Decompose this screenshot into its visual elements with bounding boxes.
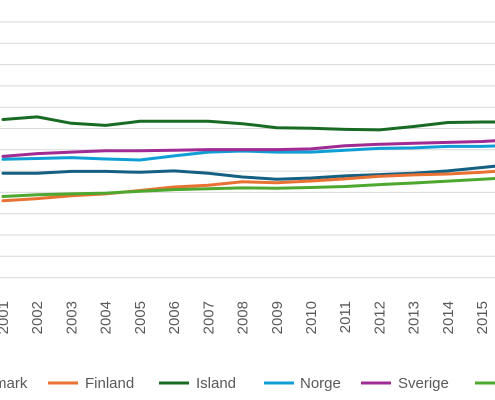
x-tick-label: 2012 (371, 301, 388, 334)
x-tick-label: 2014 (440, 301, 457, 334)
x-tick-label: 2015 (474, 301, 491, 334)
gridlines (0, 21, 495, 279)
series-lines (1, 115, 495, 203)
x-tick-label: 2005 (132, 301, 149, 334)
series-line-norge (1, 144, 495, 162)
series-line-danmark (1, 164, 495, 181)
x-tick-label: 2002 (29, 301, 46, 334)
legend-label: Norge (300, 375, 341, 392)
x-tick-label: 2008 (235, 301, 252, 334)
series-line-sverige (1, 139, 495, 158)
legend-label: Island (196, 375, 236, 392)
series-line-island (1, 115, 495, 132)
x-tick-label: 2007 (200, 301, 217, 334)
x-tick-label: 2009 (269, 301, 286, 334)
legend-label: mark (0, 375, 28, 392)
legend-label: Sverige (398, 375, 449, 392)
x-tick-label: 2004 (98, 301, 115, 334)
legend-label: Finland (85, 375, 134, 392)
legend: mark Finland Island Norge Sverige (0, 375, 495, 392)
x-tick-label: 2010 (303, 301, 320, 334)
x-tick-label: 2013 (406, 301, 423, 334)
series-line-series-6 (1, 177, 495, 198)
x-tick-label: 2006 (166, 301, 183, 334)
x-tick-label: 2001 (0, 301, 12, 334)
x-tick-label: 2003 (63, 301, 80, 334)
x-axis-tick-labels: 2001 2002 2003 2004 2005 2006 2007 2008 2009 2010… (0, 301, 491, 334)
x-tick-label: 2011 (337, 301, 354, 333)
